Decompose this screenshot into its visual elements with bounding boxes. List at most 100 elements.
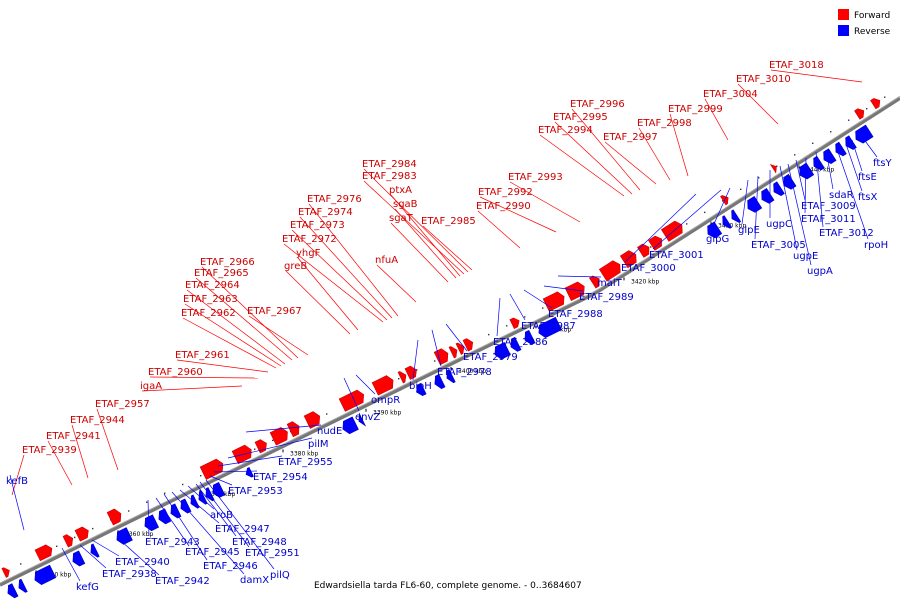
tick-label: 3360 kbp: [125, 531, 153, 538]
reverse-gene-arrow: [18, 578, 28, 593]
forward-gene-label: ETAF_2967: [247, 306, 302, 317]
forward-gene-label: ETAF_2999: [668, 104, 723, 115]
minor-tick: [182, 483, 184, 486]
minor-tick: [722, 200, 724, 202]
reverse-gene-label: ETAF_2951: [245, 548, 300, 559]
forward-leader-line: [283, 243, 384, 323]
forward-gene-label: ETAF_2996: [570, 99, 625, 110]
forward-leader-line: [71, 424, 89, 479]
reverse-gene-label: ftsE: [858, 172, 877, 183]
reverse-gene-arrow: [538, 316, 563, 338]
reverse-leader-line: [199, 481, 250, 548]
reverse-gene-arrow: [845, 135, 857, 150]
forward-leader-line: [96, 408, 119, 471]
forward-gene-label: ETAF_2966: [200, 257, 255, 268]
forward-gene-label: ETAF_2984: [362, 159, 417, 170]
reverse-gene-label: ETAF_2953: [228, 486, 283, 497]
reverse-leader-line: [825, 149, 834, 190]
reverse-gene-label: ugpC: [766, 219, 792, 230]
forward-gene-label: ETAF_2973: [290, 220, 345, 231]
forward-leader-line: [422, 225, 473, 271]
reverse-gene-label: envZ: [355, 412, 380, 423]
forward-leader-line: [669, 113, 689, 177]
minor-tick: [830, 131, 832, 133]
reverse-gene-label: ETAF_3000: [621, 263, 676, 274]
forward-leader-line: [11, 454, 25, 496]
minor-tick: [884, 96, 886, 98]
forward-gene-label: ETAF_3018: [769, 60, 824, 71]
reverse-gene-label: ETAF_2979: [463, 352, 518, 363]
reverse-gene-arrow: [180, 498, 192, 514]
reverse-leader-line: [496, 297, 501, 337]
forward-gene-arrow: [455, 342, 465, 355]
reverse-leader-line: [9, 474, 25, 531]
reverse-gene-arrow: [524, 329, 536, 345]
forward-gene-arrow: [542, 291, 565, 312]
reverse-gene-label: glpG: [706, 234, 729, 245]
reverse-gene-arrow: [90, 543, 100, 558]
reverse-gene-label: ETAF_2940: [115, 557, 170, 568]
reverse-gene-label: pilQ: [270, 570, 290, 581]
tick-label: 3420 kbp: [631, 278, 659, 285]
reverse-leader-line: [804, 157, 807, 214]
forward-leader-line: [248, 315, 309, 356]
reverse-gene-label: nudE: [317, 426, 342, 437]
forward-leader-line: [509, 181, 581, 223]
tick-label: 3380 kbp: [290, 450, 318, 457]
forward-leader-line: [554, 121, 633, 195]
minor-tick: [20, 563, 22, 565]
reverse-gene-arrow: [731, 209, 742, 223]
minor-tick: [758, 177, 760, 179]
reverse-leader-line: [163, 493, 208, 561]
minor-tick: [128, 510, 130, 512]
forward-leader-line: [638, 127, 671, 181]
reverse-leader-line: [445, 323, 468, 352]
forward-gene-arrow: [448, 346, 458, 359]
forward-gene-label: ETAF_2961: [175, 350, 230, 361]
reverse-gene-arrow: [722, 215, 733, 229]
reverse-gene-label: kefG: [76, 582, 99, 593]
reverse-gene-label: rpoH: [864, 240, 888, 251]
forward-gene-arrow: [269, 427, 288, 446]
forward-gene-arrow: [397, 371, 407, 384]
legend: Forward Reverse: [838, 9, 891, 37]
reverse-leader-line: [652, 189, 722, 250]
reverse-leader-line: [245, 424, 322, 433]
reverse-gene-label: ETAF_3011: [801, 214, 856, 225]
reverse-leader-line: [79, 544, 107, 569]
reverse-leader-line: [195, 483, 237, 537]
reverse-gene-arrow: [773, 181, 785, 196]
reverse-gene-arrow: [144, 514, 160, 532]
forward-leader-line: [182, 317, 277, 369]
minor-tick: [434, 360, 436, 362]
reverse-gene-label: ETAF_2978: [437, 367, 492, 378]
reverse-gene-label: ftsY: [873, 158, 892, 169]
reverse-leader-line: [343, 377, 360, 412]
reverse-gene-label: ETAF_2987: [521, 321, 576, 332]
reverse-gene-label: ETAF_2955: [278, 457, 333, 468]
forward-gene-label: ETAF_2976: [307, 194, 362, 205]
minor-tick: [326, 413, 328, 415]
reverse-gene-label: kefB: [6, 476, 28, 487]
forward-gene-label: ETAF_2964: [185, 280, 240, 291]
minor-tick: [398, 378, 400, 380]
forward-gene-label: ETAF_2974: [298, 207, 353, 218]
legend-reverse-swatch: [838, 25, 849, 36]
forward-gene-label: sgaB: [393, 199, 418, 210]
forward-gene-label: ETAF_2939: [22, 445, 77, 456]
forward-gene-arrow: [870, 98, 881, 110]
forward-leader-line: [176, 359, 269, 373]
reverse-gene-label: damX: [240, 575, 269, 586]
forward-gene-label: yhgF: [296, 248, 321, 259]
reverse-gene-arrow: [205, 487, 215, 502]
reverse-leader-line: [624, 193, 697, 263]
backbone-highlight: [0, 95, 900, 584]
reverse-leader-line: [795, 159, 806, 201]
forward-gene-label: nfuA: [375, 255, 398, 266]
reverse-gene-label: bioH: [409, 381, 432, 392]
reverse-gene-arrow: [434, 374, 446, 389]
reverse-gene-label: pilM: [308, 439, 329, 450]
forward-gene-label: ETAF_2965: [194, 268, 249, 279]
tick-label: 3430 kbp: [718, 223, 746, 230]
forward-gene-arrow: [371, 375, 394, 396]
